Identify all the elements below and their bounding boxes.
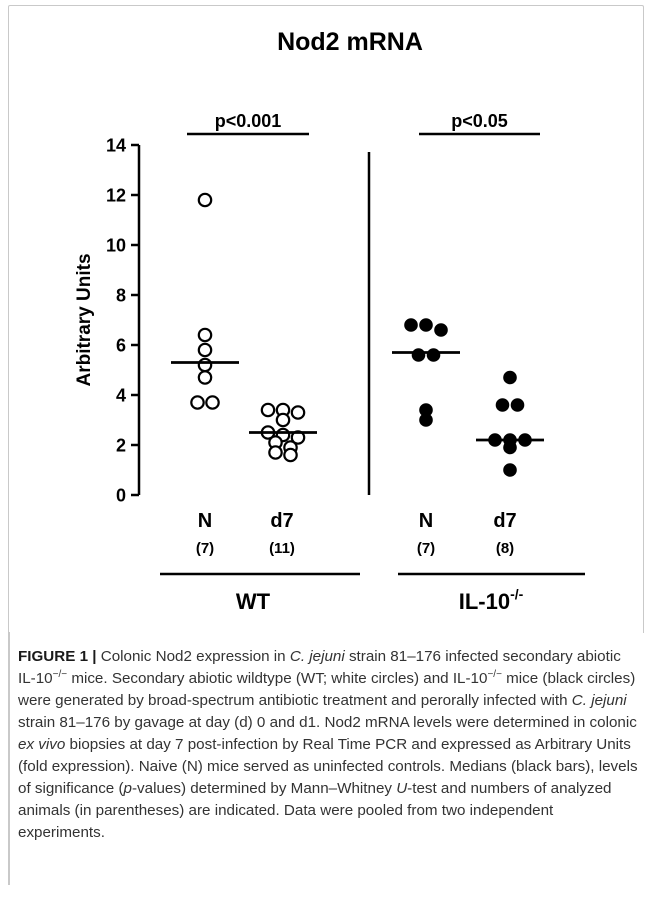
- caption-text: biopsies at day 7 post-infection by Real…: [18, 736, 638, 797]
- caption-superscript: −/−: [52, 669, 68, 680]
- data-point: [268, 445, 283, 460]
- caption-italic: p: [123, 780, 132, 797]
- data-point: [434, 323, 448, 337]
- data-point: [197, 327, 213, 343]
- x-category-label: d7: [493, 510, 516, 532]
- caption-rule: [8, 632, 10, 885]
- caption-text: -test and numbers of analyzed animals (i…: [18, 780, 612, 841]
- caption-species: C. jejuni: [289, 648, 345, 665]
- data-point: [426, 348, 441, 362]
- significance-annotations: p<0.001 p<0.05: [187, 111, 540, 136]
- caption-text: Colonic Nod2 expression in: [100, 648, 290, 665]
- y-tick-label: 0: [116, 486, 126, 506]
- data-point: [190, 395, 205, 410]
- figure-frame: [8, 5, 644, 633]
- y-tick-label: 8: [116, 286, 126, 306]
- x-category-label: N: [419, 510, 433, 532]
- data-point: [404, 318, 418, 332]
- x-axis-labels: N (7) d7 (11) N (7) d7 (8): [196, 510, 517, 557]
- data-point: [419, 403, 433, 417]
- x-count-label: (11): [269, 540, 295, 557]
- y-tick-label: 6: [116, 336, 126, 356]
- significance-label: p<0.001: [215, 111, 282, 131]
- y-tick-label: 10: [106, 236, 126, 256]
- genotype-labels: WT IL-10-/-: [160, 572, 585, 614]
- x-count-label: (7): [196, 540, 214, 557]
- figure-caption: FIGURE 1 | Colonic Nod2 expression in C.…: [18, 646, 638, 844]
- caption-italic: U: [396, 780, 408, 797]
- y-axis-label: Arbitrary Units: [74, 253, 95, 386]
- data-point: [495, 398, 510, 412]
- caption-text: mice (black circles) were generated by b…: [18, 670, 636, 709]
- data-point: [503, 440, 517, 455]
- chart: Nod2 mRNA Arbitrary Units 0 2 4 6 8 10 12 14 p<…: [74, 28, 585, 614]
- caption-superscript: −/−: [487, 669, 502, 680]
- y-tick-label: 14: [106, 136, 126, 156]
- genotype-label-il10: IL-10-/-: [459, 586, 524, 614]
- data-point: [411, 348, 426, 362]
- caption-text: strain 81–176 by gavage at day (d) 0 and…: [18, 714, 637, 731]
- genotype-label-il10-sup: -/-: [510, 586, 524, 602]
- caption-species: C. jejuni: [571, 692, 627, 709]
- data-point: [503, 463, 517, 477]
- data-point: [197, 370, 213, 385]
- x-count-label: (8): [496, 540, 514, 557]
- y-tick-label: 2: [116, 436, 126, 456]
- genotype-label-wt: WT: [236, 589, 271, 614]
- caption-figure-number: FIGURE 1: [18, 648, 89, 665]
- data-points: [190, 192, 532, 477]
- caption-text: mice. Secondary abiotic wildtype (WT; wh…: [67, 670, 488, 687]
- significance-label: p<0.05: [451, 111, 508, 131]
- data-point: [205, 395, 220, 410]
- data-point: [275, 412, 291, 428]
- caption-italic: ex vivo: [18, 736, 66, 753]
- data-point: [197, 342, 213, 358]
- genotype-label-il10-base: IL-10: [459, 589, 510, 614]
- data-point: [419, 413, 433, 427]
- y-tick-label: 4: [116, 386, 126, 406]
- data-point: [419, 318, 433, 332]
- caption-text: -values) determined by Mann–Whitney: [131, 780, 397, 797]
- data-point: [197, 192, 213, 208]
- x-count-label: (7): [417, 540, 435, 557]
- data-point: [260, 402, 276, 418]
- y-tick-label: 12: [106, 186, 126, 206]
- data-point: [510, 398, 525, 412]
- x-category-label: d7: [270, 510, 293, 532]
- y-axis: 0 2 4 6 8 10 12 14: [106, 136, 141, 506]
- chart-title: Nod2 mRNA: [277, 28, 423, 56]
- median-bars: [171, 351, 544, 442]
- x-category-label: N: [198, 510, 212, 532]
- data-point: [197, 357, 213, 373]
- data-point: [503, 370, 517, 385]
- caption-text: strain 81–176 infected secondary abiotic…: [18, 648, 621, 687]
- data-point: [290, 405, 306, 420]
- data-point: [283, 447, 298, 463]
- caption-separator: |: [88, 648, 101, 665]
